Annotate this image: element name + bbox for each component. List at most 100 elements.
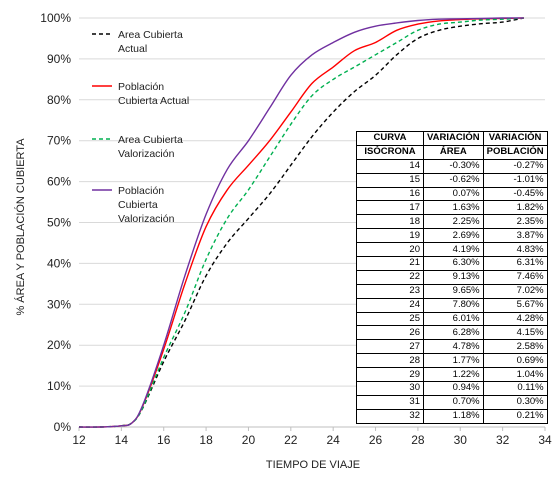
table-row: 16 0.07% -0.45% — [356, 186, 548, 202]
isocrona-cell: 23 — [356, 283, 424, 299]
table-row: 27 4.78% 2.58% — [356, 339, 548, 355]
variacion-area-cell: 0.70% — [423, 394, 484, 410]
x-tick-label: 32 — [496, 433, 510, 447]
header-cell: ÁREA — [423, 144, 484, 160]
y-tick-label: 0% — [54, 420, 72, 434]
table-row: 28 1.77% 0.69% — [356, 353, 548, 369]
series-poblacion-valorizacion-line — [78, 17, 524, 428]
y-tick-label: 10% — [47, 379, 71, 393]
variacion-area-cell: 6.30% — [423, 256, 484, 271]
isocrona-cell: 21 — [356, 256, 424, 271]
variacion-poblacion-cell: -0.27% — [482, 158, 548, 174]
isocrona-cell: 19 — [356, 228, 424, 244]
variacion-area-cell: 2.69% — [423, 228, 484, 244]
y-tick-label: 60% — [47, 175, 71, 189]
variation-table: CURVA VARIACIÓN VARIACIÓN ISÓCRONA ÁREA … — [356, 131, 548, 424]
header-cell: CURVA — [356, 131, 424, 146]
variacion-poblacion-cell: 6.31% — [482, 256, 548, 271]
table-row: 24 7.80% 5.67% — [356, 297, 548, 313]
y-tick-label: 100% — [40, 11, 71, 25]
x-tick-label: 28 — [411, 433, 425, 447]
isocrona-cell: 15 — [356, 172, 424, 188]
variacion-area-cell: 9.65% — [423, 283, 484, 299]
variacion-area-cell: 6.28% — [423, 325, 484, 341]
y-tick-label: 20% — [47, 338, 71, 352]
isocrona-cell: 30 — [356, 381, 424, 396]
legend-label: Valorización — [118, 148, 175, 160]
variation-table-body: 14 -0.30% -0.27% 15 -0.62% -1.01% 16 0.07% -0.45… — [356, 158, 548, 424]
variacion-poblacion-cell: 5.67% — [482, 297, 548, 313]
variacion-area-cell: 4.78% — [423, 339, 484, 355]
x-tick-label: 18 — [199, 433, 213, 447]
table-row: 30 0.94% 0.11% — [356, 381, 548, 396]
table-header-row: CURVA VARIACIÓN VARIACIÓN — [356, 131, 548, 146]
legend-label: Población — [118, 185, 164, 197]
variacion-poblacion-cell: 7.46% — [482, 269, 548, 285]
isocrona-cell: 14 — [356, 158, 424, 174]
variacion-poblacion-cell: 2.35% — [482, 214, 548, 230]
variation-table-header: CURVA VARIACIÓN VARIACIÓN ISÓCRONA ÁREA … — [356, 131, 548, 160]
legend-label: Area Cubierta — [118, 134, 183, 146]
table-row: 29 1.22% 1.04% — [356, 367, 548, 383]
y-tick-label: 80% — [47, 93, 71, 107]
variacion-area-cell: 1.18% — [423, 408, 484, 424]
x-tick-label: 20 — [242, 433, 256, 447]
variacion-poblacion-cell: -0.45% — [482, 186, 548, 202]
x-tick-label: 30 — [454, 433, 468, 447]
y-tick-label: 70% — [47, 134, 71, 148]
header-cell: ISÓCRONA — [356, 144, 424, 160]
variacion-poblacion-cell: 1.04% — [482, 367, 548, 383]
legend-label: Cubierta — [118, 199, 158, 211]
variacion-poblacion-cell: 4.83% — [482, 242, 548, 258]
header-cell: VARIACIÓN — [423, 131, 484, 146]
table-row: 17 1.63% 1.82% — [356, 200, 548, 216]
y-tick-label: 50% — [47, 216, 71, 230]
isocrona-cell: 31 — [356, 394, 424, 410]
variacion-area-cell: 6.01% — [423, 311, 484, 327]
variacion-poblacion-cell: 7.02% — [482, 283, 548, 299]
x-tick-label: 22 — [284, 433, 298, 447]
table-row: 25 6.01% 4.28% — [356, 311, 548, 327]
isocrona-cell: 27 — [356, 339, 424, 355]
table-row: 20 4.19% 4.83% — [356, 242, 548, 258]
legend-poblacion-valorizacion: Población Cubierta Valorización — [92, 185, 175, 225]
variacion-area-cell: 9.13% — [423, 269, 484, 285]
legend-label: Cubierta Actual — [118, 95, 189, 107]
isocrona-cell: 20 — [356, 242, 424, 258]
legend-area-valorizacion: Area Cubierta Valorización — [92, 134, 183, 160]
y-tick-label: 90% — [47, 52, 71, 66]
x-tick-label: 26 — [369, 433, 383, 447]
table-row: 15 -0.62% -1.01% — [356, 172, 548, 188]
variacion-poblacion-cell: 4.15% — [482, 325, 548, 341]
variacion-area-cell: -0.62% — [423, 172, 484, 188]
y-tick-label: 40% — [47, 256, 71, 270]
legend: Area Cubierta Actual Población Cubierta Act… — [92, 29, 189, 225]
variacion-poblacion-cell: -1.01% — [482, 172, 548, 188]
variacion-area-cell: 0.94% — [423, 381, 484, 396]
table-row: 21 6.30% 6.31% — [356, 256, 548, 271]
legend-poblacion-actual: Población Cubierta Actual — [92, 81, 189, 107]
x-axis-title: TIEMPO DE VIAJE — [266, 459, 360, 471]
variacion-area-cell: 1.22% — [423, 367, 484, 383]
isocrona-cell: 25 — [356, 311, 424, 327]
isocrona-cell: 17 — [356, 200, 424, 216]
variacion-poblacion-cell: 1.82% — [482, 200, 548, 216]
variacion-poblacion-cell: 3.87% — [482, 228, 548, 244]
table-row: 31 0.70% 0.30% — [356, 394, 548, 410]
table-row: 18 2.25% 2.35% — [356, 214, 548, 230]
isocrona-cell: 22 — [356, 269, 424, 285]
x-tick-label: 12 — [72, 433, 86, 447]
x-tick-label: 34 — [538, 433, 552, 447]
gridlines — [79, 17, 545, 428]
table-row: 26 6.28% 4.15% — [356, 325, 548, 341]
table-row: 14 -0.30% -0.27% — [356, 158, 548, 174]
isocrona-cell: 24 — [356, 297, 424, 313]
x-tick-label: 14 — [115, 433, 129, 447]
table-row: 19 2.69% 3.87% — [356, 228, 548, 244]
variacion-poblacion-cell: 0.69% — [482, 353, 548, 369]
legend-label: Actual — [118, 43, 147, 55]
table-row: 22 9.13% 7.46% — [356, 269, 548, 285]
legend-label: Población — [118, 81, 164, 93]
isocrona-cell: 32 — [356, 408, 424, 424]
axes: 0%10%20%30%40%50%60%70%80%90%100%12 14 16 1… — [40, 11, 552, 447]
